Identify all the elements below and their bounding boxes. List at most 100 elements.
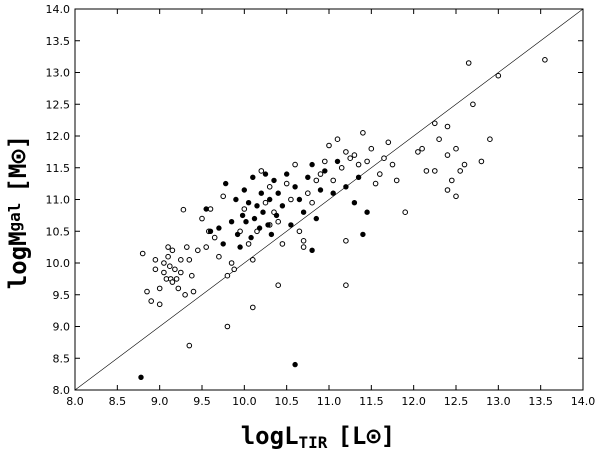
data-point-filled [254, 203, 260, 209]
data-point-open [175, 285, 182, 292]
data-point-open [355, 161, 362, 168]
y-tick-label: 9.5 [53, 289, 71, 302]
x-axis-title-prefix: logL [241, 422, 299, 450]
data-point-open [343, 149, 349, 155]
data-point-open [189, 272, 195, 279]
data-point-open [432, 168, 438, 174]
data-point-open [381, 155, 387, 161]
data-point-open [343, 238, 349, 244]
x-axis-title-sun-symbol: ⊙ [366, 422, 381, 450]
data-point-open [377, 171, 383, 177]
data-point-filled [334, 158, 341, 165]
data-point-open [453, 145, 459, 152]
data-point-filled [292, 184, 298, 190]
data-point-open [423, 168, 430, 174]
data-point-filled [203, 206, 209, 212]
data-point-filled [234, 231, 241, 238]
x-axis-title-close: ] [381, 422, 395, 450]
data-point-open [199, 215, 205, 222]
data-point-filled [322, 168, 328, 174]
data-point-open [432, 120, 438, 127]
data-point-open [300, 244, 307, 250]
data-point-filled [364, 209, 370, 215]
y-tick-label: 13.0 [46, 67, 71, 80]
y-tick-label: 8.0 [53, 384, 71, 397]
data-point-open [275, 282, 282, 289]
data-point-open [139, 250, 146, 257]
data-point-open [203, 244, 209, 250]
data-point-open [178, 257, 184, 263]
data-point-filled [360, 231, 366, 238]
data-point-filled [245, 200, 252, 206]
data-point-open [190, 288, 197, 295]
data-point-filled [243, 219, 249, 225]
x-tick-label: 13.5 [528, 395, 553, 408]
data-point-filled [250, 174, 256, 181]
data-point-open [262, 199, 269, 206]
y-tick-label: 10.0 [46, 257, 71, 270]
data-point-open [444, 152, 451, 158]
y-axis-title-unit: [M [4, 164, 32, 193]
data-point-open [330, 177, 337, 184]
data-point-filled [228, 219, 235, 225]
data-point-open [144, 288, 150, 295]
data-point-filled [292, 361, 298, 368]
data-point-open [250, 257, 256, 263]
data-point-open [317, 171, 324, 177]
data-point-filled [251, 215, 258, 222]
y-tick-label: 11.5 [46, 162, 71, 175]
data-point-filled [343, 184, 349, 190]
data-point-open [173, 276, 180, 282]
data-point-open [186, 342, 193, 349]
x-tick-label: 14.0 [571, 395, 596, 408]
data-point-filled [317, 187, 324, 193]
data-point-open [266, 184, 273, 190]
data-point-filled [258, 190, 264, 196]
data-point-open [322, 158, 328, 165]
data-point-open [161, 269, 167, 276]
data-point-open [453, 193, 459, 200]
data-point-open [419, 145, 425, 152]
data-point-open [465, 60, 472, 66]
data-point-open [347, 155, 354, 161]
data-point-open [283, 180, 290, 187]
data-point-open [457, 168, 464, 174]
data-point-filled [237, 244, 243, 250]
data-point-open [172, 266, 178, 273]
data-point-open [167, 263, 173, 270]
data-point-open [245, 241, 252, 247]
data-point-open [148, 298, 154, 304]
data-point-open [296, 228, 303, 235]
data-point-open [279, 241, 286, 247]
data-point-open [152, 266, 159, 273]
data-point-filled [268, 231, 275, 238]
data-point-open [351, 152, 358, 158]
data-point-open [415, 149, 421, 155]
data-point-open [165, 244, 171, 250]
data-point-open [184, 244, 190, 250]
data-point-open [224, 272, 231, 279]
data-point-open [385, 139, 392, 146]
data-point-open [228, 260, 235, 266]
data-point-open [216, 253, 222, 260]
data-point-open [360, 130, 366, 136]
data-point-open [169, 279, 176, 285]
y-tick-label: 8.5 [53, 352, 71, 365]
data-point-open [372, 180, 379, 187]
x-tick-label: 12.0 [401, 395, 426, 408]
data-point-open [250, 304, 256, 311]
data-point-filled [239, 212, 246, 219]
data-point-open [343, 282, 349, 289]
y-tick-label: 10.5 [46, 225, 71, 238]
y-tick-label: 14.0 [46, 3, 71, 16]
data-point-open [402, 209, 409, 215]
data-point-filled [262, 171, 269, 177]
data-point-open [241, 206, 248, 212]
x-axis-title: logLTIR [L⊙] [241, 422, 396, 452]
data-point-open [178, 269, 184, 276]
x-tick-label: 9.0 [151, 395, 169, 408]
data-point-filled [138, 374, 144, 380]
data-point-filled [279, 203, 286, 209]
data-point-open [368, 145, 375, 152]
x-tick-label: 12.5 [444, 395, 469, 408]
